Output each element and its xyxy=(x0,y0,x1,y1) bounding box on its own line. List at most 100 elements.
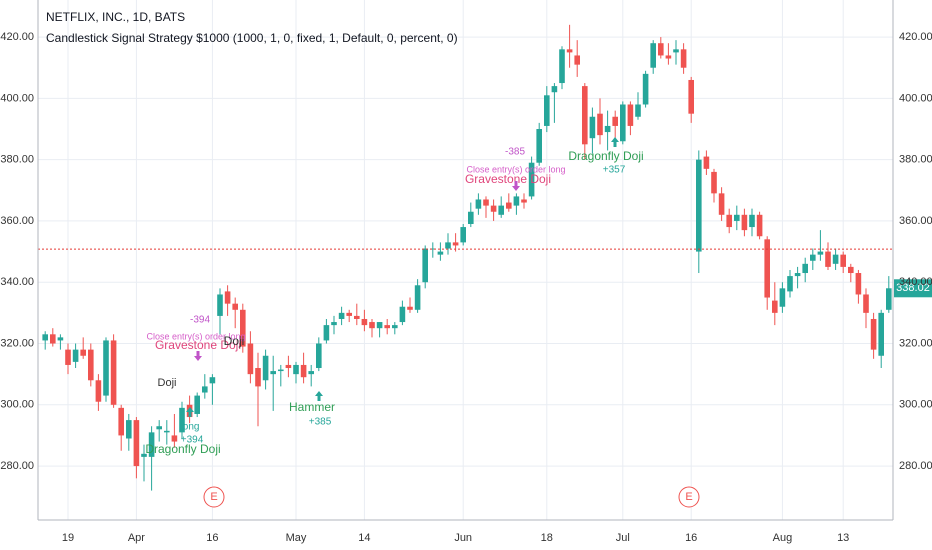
x-tick-label: 16 xyxy=(206,532,218,544)
y2-tick-label: 300.00 xyxy=(899,399,932,411)
candle-body xyxy=(551,86,558,93)
candle-body xyxy=(749,214,755,228)
annotation: Dragonfly Doji xyxy=(568,149,643,163)
candle-body xyxy=(194,395,200,414)
candle-body xyxy=(825,251,831,267)
candle-body xyxy=(437,251,444,255)
candle-body xyxy=(118,407,124,436)
candle-body xyxy=(164,430,170,433)
candle-body xyxy=(468,211,474,224)
y2-tick-label: 420.00 xyxy=(899,31,932,43)
candle-body xyxy=(840,254,846,267)
candle-body xyxy=(262,355,269,381)
candle-body xyxy=(604,125,611,133)
candle-body xyxy=(202,386,208,393)
annotation: Close entry(s) order long xyxy=(466,164,565,174)
x-tick-label: 13 xyxy=(837,532,849,544)
annotation: Hammer xyxy=(289,400,335,414)
candle-body xyxy=(680,49,687,68)
candle-body xyxy=(300,364,307,378)
y2-tick-label: 320.00 xyxy=(899,337,932,349)
candle-body xyxy=(597,113,603,136)
candle-body xyxy=(794,273,801,277)
candle-body xyxy=(293,364,299,375)
signal-arrow xyxy=(315,391,323,401)
signal-arrow xyxy=(512,181,520,191)
annotation: E xyxy=(210,491,217,503)
candle-body xyxy=(718,193,725,215)
candle-body xyxy=(316,343,322,369)
candle-body xyxy=(270,371,276,375)
x-tick-label: Jul xyxy=(616,532,630,544)
candle-body xyxy=(582,86,588,145)
candle-body xyxy=(308,371,314,375)
candle-body xyxy=(407,306,413,310)
candle-body xyxy=(240,309,246,347)
candle-body xyxy=(855,273,862,295)
candle-body xyxy=(209,377,216,384)
annotation: Doji xyxy=(224,334,245,348)
candle-body xyxy=(80,349,86,356)
candle-body xyxy=(787,276,793,292)
candle-body xyxy=(399,306,406,323)
candle-body xyxy=(665,55,672,59)
candle-body xyxy=(171,435,178,442)
candle-body xyxy=(361,318,368,326)
candle-body xyxy=(278,369,284,372)
annotation: Close entry(s) order long xyxy=(146,331,245,341)
y-tick-label: 300.00 xyxy=(0,399,34,411)
y-tick-label: 280.00 xyxy=(0,460,34,472)
x-tick-label: 16 xyxy=(685,532,697,544)
candle-body xyxy=(513,196,520,206)
candle-body xyxy=(384,325,390,329)
candle-body xyxy=(156,426,162,430)
y-tick-label: 420.00 xyxy=(0,31,34,43)
candle-body xyxy=(133,420,140,467)
candle-body xyxy=(369,322,375,329)
candle-body xyxy=(483,199,489,206)
annotation: Gravestone Doji xyxy=(155,338,241,352)
candle-body xyxy=(338,312,345,319)
y-tick-label: 400.00 xyxy=(0,92,34,104)
candle-body xyxy=(848,266,854,274)
earnings-marker xyxy=(678,486,700,508)
y-tick-label: 380.00 xyxy=(0,154,34,166)
candle-body xyxy=(414,285,421,310)
candle-body xyxy=(566,49,573,53)
candle-body xyxy=(88,349,94,381)
candle-body xyxy=(658,43,664,56)
y2-tick-label: 360.00 xyxy=(899,215,932,227)
candle-body xyxy=(779,288,786,307)
y-tick-label: 320.00 xyxy=(0,337,34,349)
earnings-marker xyxy=(203,486,225,508)
candle-body xyxy=(65,349,71,365)
candle-body xyxy=(620,104,626,142)
candle-body xyxy=(475,199,482,209)
candle-body xyxy=(452,242,459,246)
y2-tick-label: 280.00 xyxy=(899,460,932,472)
y-tick-label: 360.00 xyxy=(0,215,34,227)
candle-body xyxy=(376,322,383,329)
candle-body xyxy=(612,116,618,126)
candle-body xyxy=(764,239,770,298)
x-tick-label: 18 xyxy=(541,532,553,544)
candle-body xyxy=(772,300,778,313)
candle-body xyxy=(224,291,231,304)
last-price-box xyxy=(894,279,932,298)
candle-body xyxy=(148,432,155,457)
candle-body xyxy=(810,254,816,261)
candle-body xyxy=(57,337,64,341)
candle-body xyxy=(50,334,56,344)
candle-body xyxy=(498,205,504,215)
annotation: +357 xyxy=(603,165,626,176)
candle-body xyxy=(627,104,634,126)
candle-body xyxy=(422,248,428,283)
annotation: Dragonfly Doji xyxy=(145,442,220,456)
candle-body xyxy=(323,325,330,341)
signal-arrow xyxy=(194,351,202,361)
candle-body xyxy=(696,159,702,252)
annotation: Doji xyxy=(158,377,177,389)
candle-body xyxy=(734,214,740,221)
candle-body xyxy=(756,214,763,237)
